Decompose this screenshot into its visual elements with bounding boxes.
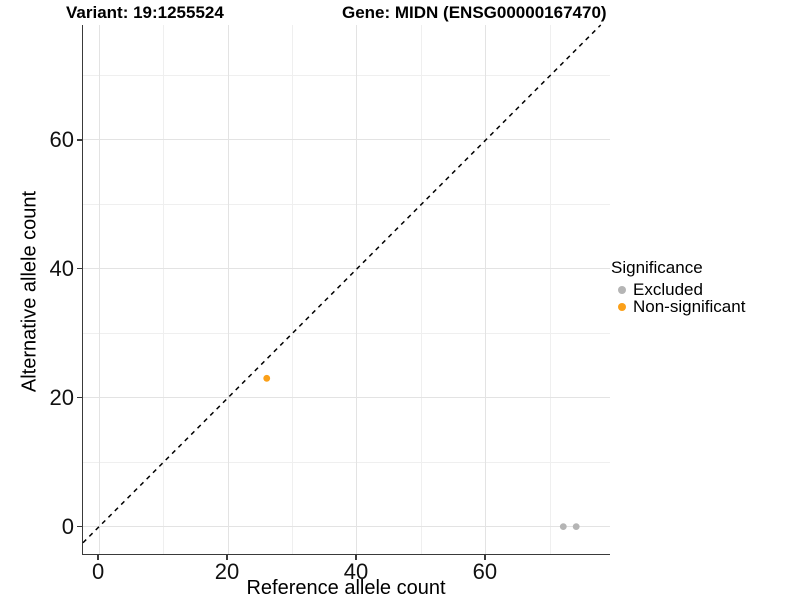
x-tick-label: 20: [214, 559, 240, 584]
gridline: [163, 25, 165, 554]
legend-title: Significance: [611, 258, 703, 277]
x-tick-label: 40: [343, 559, 369, 584]
y-tick-mark: [77, 396, 82, 399]
gridline: [83, 74, 610, 76]
data-point: [263, 374, 271, 382]
legend-swatch-icon: [618, 285, 626, 294]
x-tick-mark: [97, 555, 99, 560]
y-axis-title: Alternative allele count: [18, 190, 41, 393]
y-tick-label: 40: [49, 255, 74, 281]
variant-title: Variant: 19:1255524: [66, 3, 224, 22]
gridline: [420, 25, 422, 554]
legend-item: Non-significant: [611, 296, 797, 316]
x-tick-mark: [484, 555, 486, 560]
chart-canvas: [82, 24, 602, 544]
x-tick-label: 60: [472, 559, 498, 584]
gridline: [83, 332, 610, 334]
gridline: [83, 139, 610, 141]
legend-swatch-icon: [618, 302, 626, 311]
gridline: [98, 25, 100, 554]
gridline: [83, 203, 610, 205]
x-tick-mark: [355, 555, 357, 560]
gridline: [83, 461, 610, 463]
gridline: [83, 526, 610, 528]
gene-title: Gene: MIDN (ENSG00000167470): [342, 3, 607, 22]
y-tick-label: 0: [61, 513, 74, 539]
data-point: [559, 523, 567, 531]
data-point: [572, 523, 580, 531]
plot-panel: [82, 24, 610, 555]
gridline: [227, 25, 229, 554]
legend-item-label: Non-significant: [633, 296, 746, 316]
x-tick-label: 0: [91, 559, 105, 584]
gridline: [83, 397, 610, 399]
gridline: [549, 25, 551, 554]
legend: Significance Excluded Non-significant: [611, 258, 797, 316]
y-tick-mark: [77, 267, 82, 270]
x-tick-mark: [226, 555, 228, 560]
y-tick-label: 60: [49, 126, 74, 152]
legend-item-label: Excluded: [633, 279, 703, 299]
gridline: [292, 25, 294, 554]
y-tick-mark: [77, 139, 82, 141]
y-tick-mark: [77, 525, 82, 528]
identity-reference-line: [82, 24, 602, 544]
gridline: [485, 25, 487, 554]
legend-items: Excluded Non-significant: [611, 279, 797, 316]
gridline: [83, 268, 610, 270]
gridline: [356, 25, 358, 554]
x-axis-title: Reference allele count: [246, 577, 446, 599]
legend-item: Excluded: [611, 279, 797, 299]
y-tick-label: 20: [49, 384, 74, 410]
